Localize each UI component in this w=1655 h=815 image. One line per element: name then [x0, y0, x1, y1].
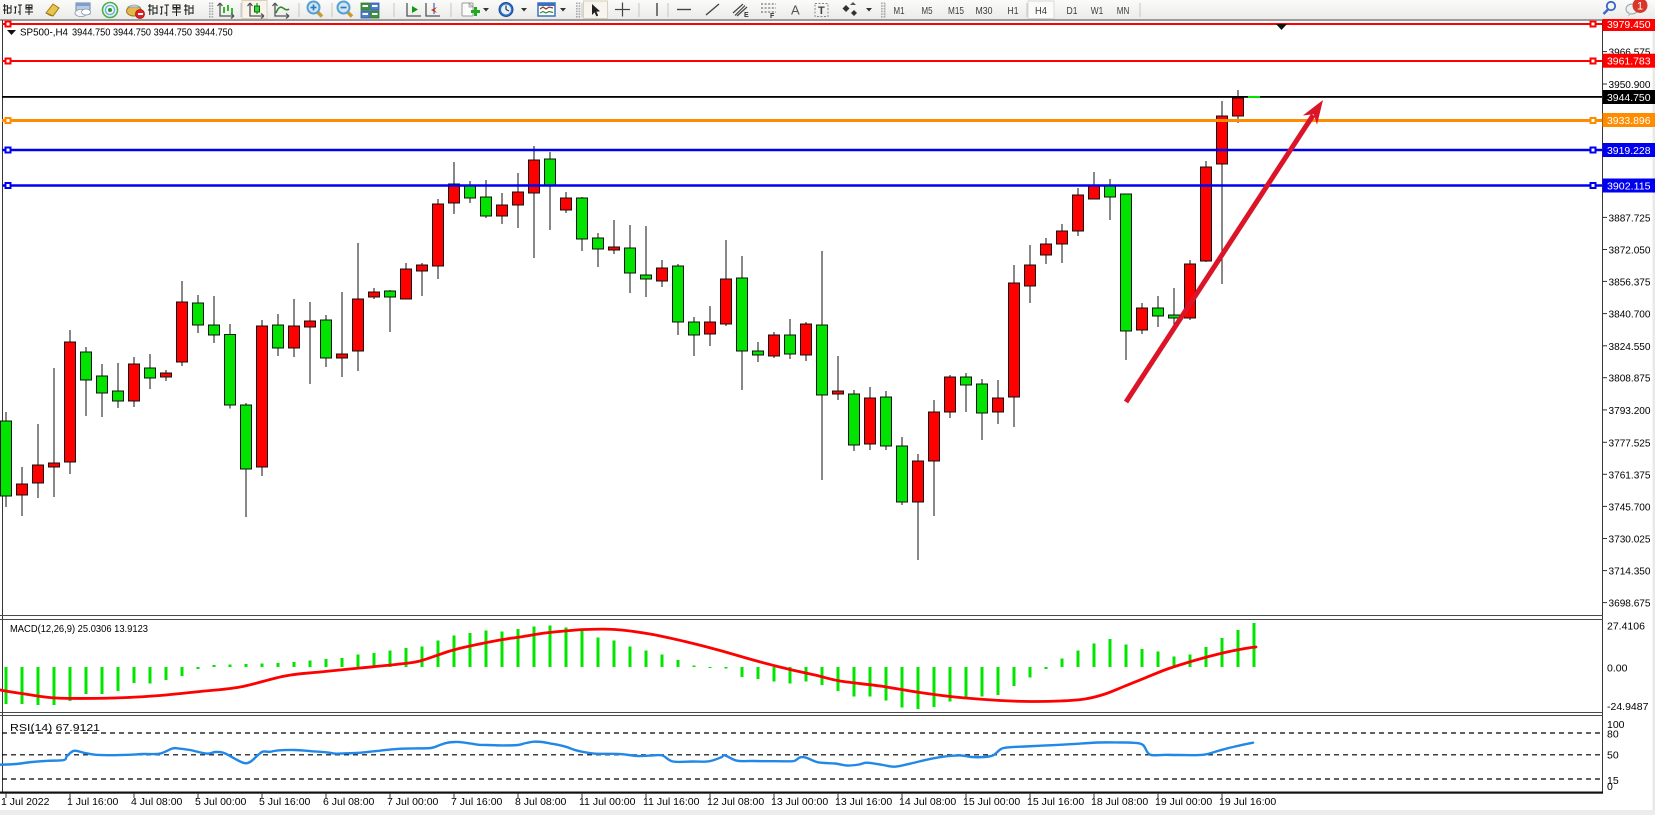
svg-text:3777.525: 3777.525 [1609, 437, 1651, 449]
svg-text:3714.350: 3714.350 [1609, 566, 1651, 578]
svg-text:3944.750: 3944.750 [113, 27, 151, 39]
svg-text:H1: H1 [1008, 5, 1019, 17]
svg-text:3887.725: 3887.725 [1609, 212, 1651, 224]
svg-text:0: 0 [1607, 781, 1613, 793]
svg-text:W1: W1 [1091, 5, 1104, 17]
svg-text:F: F [770, 13, 775, 20]
svg-text:H4: H4 [1035, 5, 1047, 17]
svg-text:5 Jul 16:00: 5 Jul 16:00 [259, 796, 311, 808]
svg-text:SP500-,H4: SP500-,H4 [20, 27, 68, 39]
svg-text:11 Jul 16:00: 11 Jul 16:00 [643, 796, 700, 808]
svg-text:3872.050: 3872.050 [1609, 245, 1651, 257]
svg-text:1: 1 [1637, 1, 1643, 13]
svg-text:3944.750: 3944.750 [195, 27, 233, 39]
svg-text:19 Jul 16:00: 19 Jul 16:00 [1219, 796, 1276, 808]
svg-text:3761.375: 3761.375 [1609, 469, 1651, 481]
svg-text:5 Jul 00:00: 5 Jul 00:00 [195, 796, 247, 808]
svg-text:M30: M30 [976, 5, 993, 17]
svg-text:A: A [791, 3, 800, 18]
svg-text:7 Jul 00:00: 7 Jul 00:00 [387, 796, 439, 808]
svg-text:3944.750: 3944.750 [1607, 92, 1651, 104]
svg-text:15: 15 [1607, 775, 1619, 787]
svg-text:4 Jul 08:00: 4 Jul 08:00 [131, 796, 183, 808]
svg-text:1 Jul 2022: 1 Jul 2022 [1, 796, 50, 808]
svg-text:3698.675: 3698.675 [1609, 598, 1651, 610]
svg-text:3824.550: 3824.550 [1609, 341, 1651, 353]
svg-text:E: E [744, 12, 749, 19]
svg-text:3856.375: 3856.375 [1609, 276, 1651, 288]
svg-text:1 Jul 16:00: 1 Jul 16:00 [67, 796, 119, 808]
svg-text:3944.750: 3944.750 [154, 27, 193, 39]
svg-text:14 Jul 08:00: 14 Jul 08:00 [899, 796, 956, 808]
svg-text:50: 50 [1607, 750, 1619, 762]
svg-text:13 Jul 00:00: 13 Jul 00:00 [771, 796, 828, 808]
svg-text:6 Jul 08:00: 6 Jul 08:00 [323, 796, 375, 808]
svg-text:3944.750: 3944.750 [72, 27, 111, 39]
svg-text:19 Jul 00:00: 19 Jul 00:00 [1155, 796, 1212, 808]
svg-text:3961.783: 3961.783 [1607, 56, 1651, 68]
svg-text:M5: M5 [922, 5, 933, 17]
svg-text:11 Jul 00:00: 11 Jul 00:00 [579, 796, 636, 808]
svg-text:T: T [818, 5, 825, 17]
svg-text:13 Jul 16:00: 13 Jul 16:00 [835, 796, 892, 808]
svg-text:RSI(14) 67.9121: RSI(14) 67.9121 [10, 722, 100, 734]
svg-text:3919.228: 3919.228 [1607, 145, 1651, 157]
svg-text:27.4106: 27.4106 [1607, 621, 1645, 633]
svg-text:18 Jul 08:00: 18 Jul 08:00 [1091, 796, 1148, 808]
svg-text:3950.900: 3950.900 [1609, 79, 1651, 91]
svg-text:3902.115: 3902.115 [1607, 181, 1651, 193]
svg-text:7 Jul 16:00: 7 Jul 16:00 [451, 796, 503, 808]
svg-text:M15: M15 [948, 5, 964, 17]
svg-text:3793.200: 3793.200 [1609, 405, 1651, 417]
svg-text:M1: M1 [894, 5, 905, 17]
svg-text:3730.025: 3730.025 [1609, 534, 1651, 546]
svg-text:-24.9487: -24.9487 [1607, 701, 1649, 713]
svg-text:15 Jul 00:00: 15 Jul 00:00 [963, 796, 1020, 808]
svg-text:3745.700: 3745.700 [1609, 501, 1651, 513]
svg-text:12 Jul 08:00: 12 Jul 08:00 [707, 796, 764, 808]
svg-text:100: 100 [1607, 719, 1625, 731]
svg-text:3979.450: 3979.450 [1607, 19, 1651, 31]
svg-text:0.00: 0.00 [1607, 662, 1628, 674]
svg-text:3808.875: 3808.875 [1609, 373, 1651, 385]
svg-text:MACD(12,26,9) 25.0306 13.9123: MACD(12,26,9) 25.0306 13.9123 [10, 623, 148, 635]
svg-text:MN: MN [1117, 5, 1130, 17]
svg-text:3840.700: 3840.700 [1609, 309, 1651, 321]
svg-text:D1: D1 [1067, 5, 1078, 17]
svg-text:80: 80 [1607, 729, 1619, 741]
svg-text:3933.896: 3933.896 [1607, 115, 1651, 127]
svg-text:15 Jul 16:00: 15 Jul 16:00 [1027, 796, 1084, 808]
svg-text:8 Jul 08:00: 8 Jul 08:00 [515, 796, 567, 808]
